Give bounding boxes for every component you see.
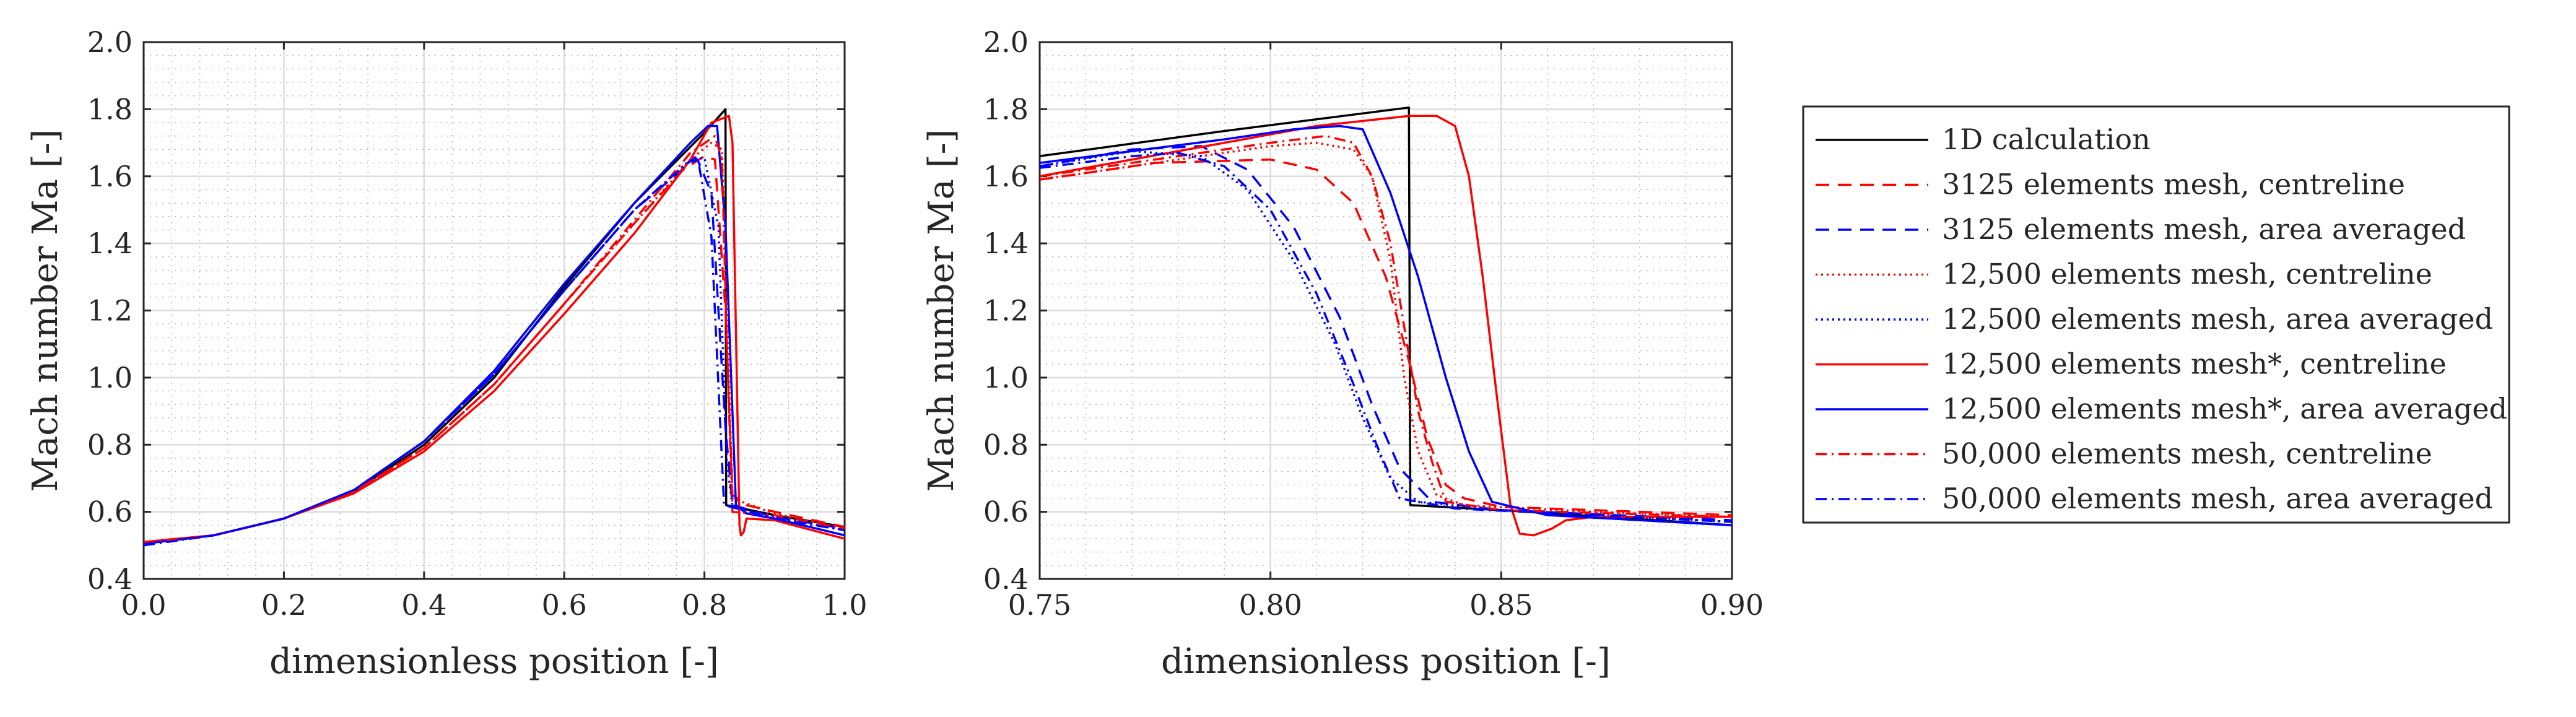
legend-label: 12,500 elements mesh, centreline [1942,258,2432,291]
y-axis-label: Mach number Ma [-] [25,129,66,492]
legend-entry-m12500_c: 12,500 elements mesh, centreline [1816,258,2432,291]
legend-box [1802,105,2510,524]
series-line-m12500s_a [1040,124,1732,527]
y-tick-label: 2.0 [87,25,133,59]
y-tick-label: 2.0 [983,25,1029,59]
legend-entry-m3125_c: 3125 elements mesh, centreline [1816,168,2405,201]
ticks: 0.0 0.2 0.4 0.6 0.8 1.0 0.4 0.6 0.8 1.0 1.2 1.4 1.6 1… [87,25,868,622]
legend-entry-m50000_a: 50,000 elements mesh, area averaged [1816,482,2493,515]
x-tick-label: 0.75 [1008,588,1071,622]
legend-entry-m12500s_c: 12,500 elements mesh*, centreline [1816,347,2447,381]
x-axis-label: dimensionless position [-] [269,641,719,682]
y-axis-label: Mach number Ma [-] [921,129,962,492]
y-tick-label: 0.8 [983,428,1029,461]
x-tick-label: 0.85 [1469,588,1533,622]
x-tick-label: 0.0 [121,588,166,622]
y-tick-label: 1.6 [983,160,1029,193]
x-tick-label: 0.90 [1700,588,1764,622]
series-group [1040,106,1732,537]
series-line-1d [1040,106,1732,527]
y-tick-label: 0.6 [983,495,1029,529]
y-tick-label: 0.4 [87,562,133,596]
legend-entry-m12500_a: 12,500 elements mesh, area averaged [1816,302,2493,336]
x-tick-label: 0.80 [1238,588,1302,622]
legend-label: 12,500 elements mesh*, area averaged [1942,392,2507,425]
legend-label: 50,000 elements mesh, area averaged [1942,482,2493,515]
y-tick-label: 1.0 [983,361,1029,394]
ticks: 0.75 0.80 0.85 0.90 0.4 0.6 0.8 1.0 1.2 1.4 1.6 1.8… [983,25,1764,622]
series-line-m12500_a [1040,150,1732,523]
series-line-m12500_c [1040,141,1732,518]
y-tick-label: 0.8 [87,428,133,461]
y-tick-label: 0.4 [983,562,1029,596]
legend-label: 3125 elements mesh, area averaged [1942,212,2466,246]
series-line-m12500s_a [144,124,845,545]
series-group [144,108,845,547]
legend: 1D calculation 3125 elements mesh, centre… [1802,105,2510,524]
x-tick-label: 0.6 [542,588,587,622]
x-axis-label: dimensionless position [-] [1161,641,1611,682]
y-tick-label: 1.4 [87,227,133,260]
y-tick-label: 1.6 [87,160,133,193]
x-tick-label: 1.0 [822,588,867,622]
legend-label: 12,500 elements mesh, area averaged [1942,302,2493,336]
y-tick-label: 1.4 [983,227,1029,260]
y-tick-label: 1.2 [87,294,133,328]
series-line-m12500s_c [144,115,845,544]
y-tick-label: 1.0 [87,361,133,394]
legend-entry-m3125_a: 3125 elements mesh, area averaged [1816,212,2466,246]
legend-label: 1D calculation [1942,123,2151,156]
y-tick-label: 1.2 [983,294,1029,328]
series-line-m50000_a [1040,152,1732,523]
y-tick-label: 0.6 [87,495,133,529]
series-line-m3125_a [1040,145,1732,521]
y-tick-label: 1.8 [87,92,133,126]
legend-label: 12,500 elements mesh*, centreline [1942,347,2447,381]
x-tick-label: 0.4 [401,588,446,622]
legend-entry-m12500s_a: 12,500 elements mesh*, area averaged [1816,392,2507,425]
legend-entry-1d: 1D calculation [1816,123,2151,156]
legend-label: 50,000 elements mesh, centreline [1942,437,2432,471]
series-line-m50000_c [1040,134,1732,518]
legend-label: 3125 elements mesh, centreline [1942,168,2405,201]
legend-entry-m50000_c: 50,000 elements mesh, centreline [1816,437,2432,471]
plot-shock-zoom: 0.75 0.80 0.85 0.90 0.4 0.6 0.8 1.0 1.2 1.4 1.6 1.8… [921,25,1764,682]
x-tick-label: 0.2 [261,588,307,622]
x-tick-label: 0.8 [682,588,727,622]
y-tick-label: 1.8 [983,92,1029,126]
series-line-m12500s_c [1040,115,1732,537]
plot-full-domain: 0.0 0.2 0.4 0.6 0.8 1.0 0.4 0.6 0.8 1.0 1.2 1.4 1.6 1… [25,25,868,682]
